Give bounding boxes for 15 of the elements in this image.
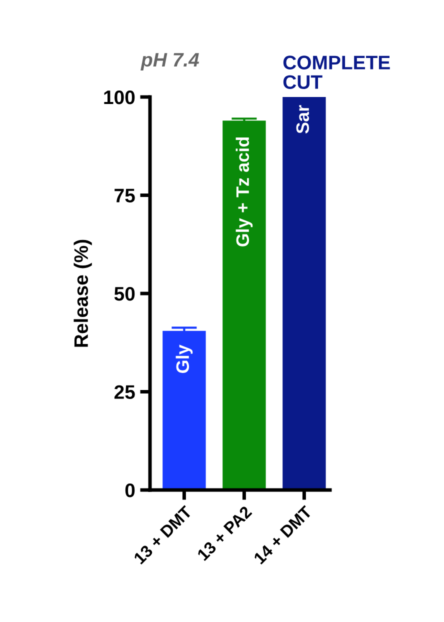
- annotation: Gly + Tz acid: [236, 137, 253, 246]
- bar: [222, 120, 266, 490]
- y-tick-label: 0: [125, 483, 135, 498]
- annotation: Gly: [176, 344, 193, 373]
- annotation: Sar: [296, 105, 310, 134]
- y-tick-label: 25: [114, 385, 135, 399]
- y-axis-title: Release (%): [74, 240, 92, 347]
- bar: [162, 330, 206, 490]
- y-tick-label: 75: [114, 188, 135, 202]
- annotation: COMPLETE CUT: [283, 56, 390, 89]
- x-tick-label: 13 + PA2: [196, 505, 252, 562]
- bar: [282, 97, 326, 490]
- y-tick-label: 100: [104, 90, 135, 104]
- chart-title: pH 7.4: [140, 53, 200, 70]
- y-tick-label: 50: [114, 286, 135, 301]
